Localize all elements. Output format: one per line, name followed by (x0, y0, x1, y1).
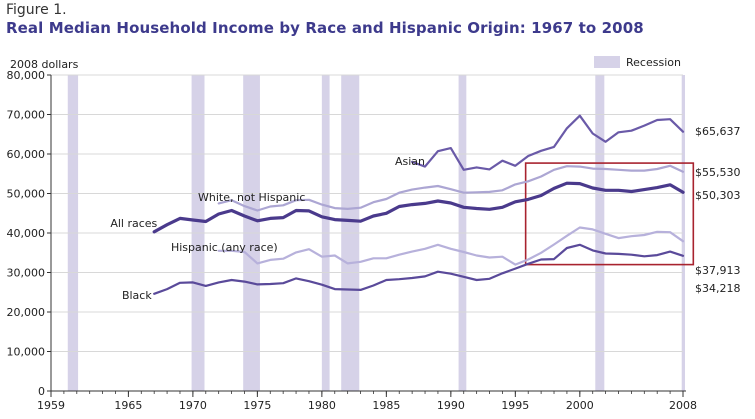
series-label-black: Black (122, 289, 152, 302)
x-tick-label: 1985 (372, 399, 400, 412)
series-label-asian: Asian (395, 155, 425, 168)
y-tick-label: 70,000 (7, 109, 46, 122)
axes: 0 10,000 20,000 30,000 40,000 50,000 60,000 70,… (7, 58, 698, 412)
y-tick-label: 80,000 (7, 69, 46, 82)
chart-title: Real Median Household Income by Race and… (6, 19, 644, 37)
end-value-labels: $65,637 $55,530 $50,303 $37,913 $34,218 (695, 125, 741, 295)
y-tick-label: 30,000 (7, 267, 46, 280)
y-tick-label: 0 (38, 385, 45, 398)
end-label-black: $34,218 (695, 282, 741, 295)
y-tick-label: 40,000 (7, 227, 46, 240)
x-tick-label: 1959 (37, 399, 65, 412)
end-label-white-not-hispanic: $55,530 (695, 166, 741, 179)
y-axis-label: 2008 dollars (10, 58, 79, 71)
legend-swatch (594, 56, 620, 68)
x-tick-label: 2000 (566, 399, 594, 412)
series-line-black (153, 243, 685, 295)
series-label-all-races: All races (110, 217, 157, 230)
highlight-box (524, 162, 695, 266)
legend-label: Recession (626, 56, 681, 69)
highlight-box-group (524, 162, 695, 266)
series-annotations: Asian White, not Hispanic All races Hispani… (110, 155, 425, 302)
series-line-asian (411, 114, 685, 171)
x-tick-label: 2008 (669, 399, 697, 412)
figure-label: Figure 1. (6, 2, 67, 18)
x-tick-label: 1995 (501, 399, 529, 412)
x-tick-label: 1970 (179, 399, 207, 412)
x-tick-label: 1975 (243, 399, 271, 412)
x-tick-label: 1980 (308, 399, 336, 412)
x-tick-label: 1965 (114, 399, 142, 412)
series-label-white-not-hispanic: White, not Hispanic (198, 191, 305, 204)
y-tick-label: 50,000 (7, 188, 46, 201)
series-label-hispanic-any-race: Hispanic (any race) (171, 241, 278, 254)
series-line-hispanic-any-race (217, 226, 685, 266)
y-tick-label: 60,000 (7, 148, 46, 161)
x-tick-label: 1990 (437, 399, 465, 412)
y-tick-label: 10,000 (7, 346, 46, 359)
end-label-all-races: $50,303 (695, 189, 741, 202)
series-line-all-races (152, 181, 685, 234)
series-lines (152, 114, 685, 295)
recession-band (681, 75, 685, 391)
series-line-white-not-hispanic (217, 164, 685, 212)
end-label-asian: $65,637 (695, 125, 741, 138)
legend: Recession (594, 56, 681, 69)
y-tick-label: 20,000 (7, 306, 46, 319)
end-label-hispanic-any-race: $37,913 (695, 264, 741, 277)
